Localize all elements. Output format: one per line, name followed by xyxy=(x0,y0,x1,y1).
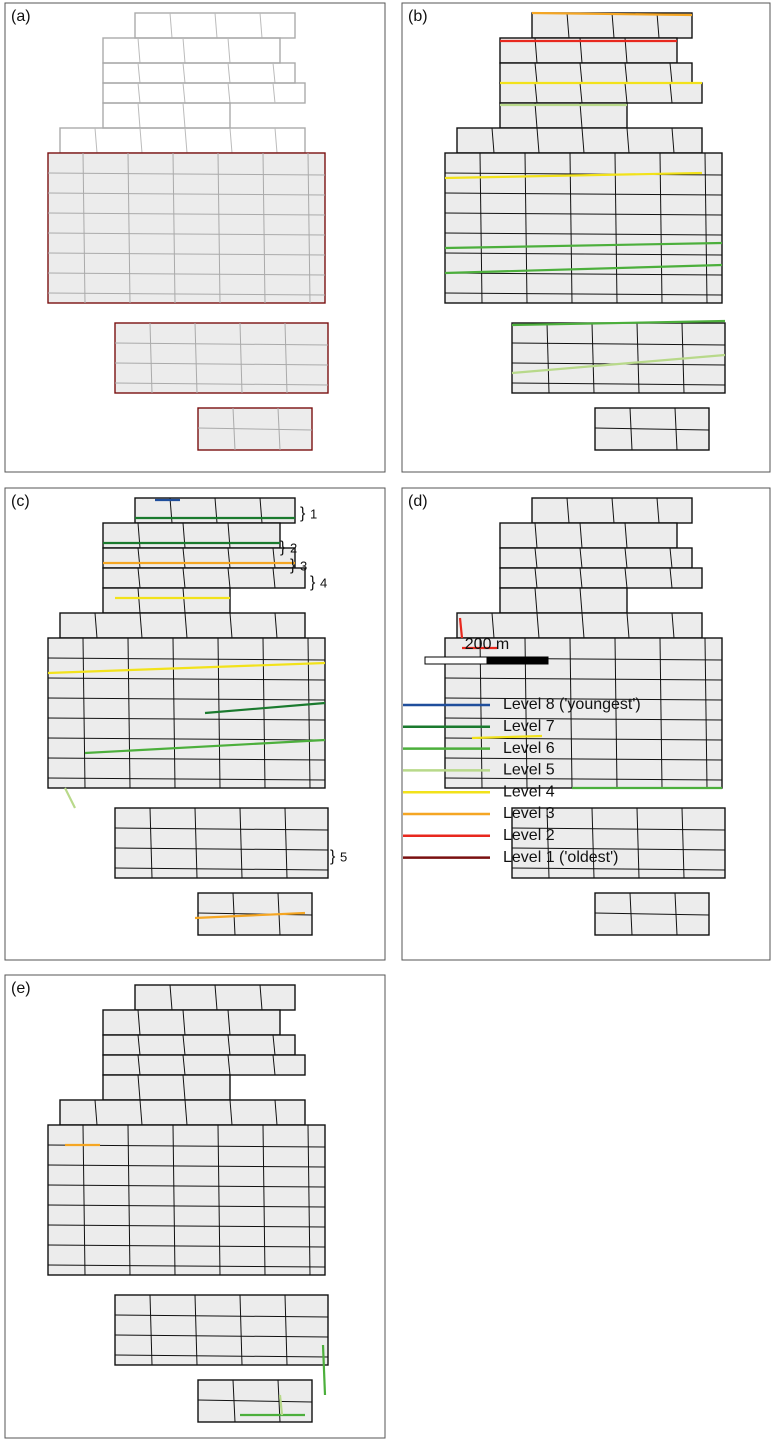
parcel-block xyxy=(103,1075,230,1100)
panel-label: (e) xyxy=(11,980,31,997)
figure: (a)(b)(c)(d)(e)}1}2}3}4}5200 mLevel 8 ('… xyxy=(0,0,772,1441)
brace: } xyxy=(310,574,316,591)
map xyxy=(48,498,328,935)
brace: } xyxy=(290,557,296,574)
field-boundary xyxy=(228,83,230,103)
parcel-block xyxy=(500,103,627,128)
parcel-block xyxy=(103,523,280,548)
annotation: 5 xyxy=(340,849,347,864)
level-line xyxy=(65,788,75,808)
map xyxy=(445,498,725,935)
map xyxy=(48,13,328,450)
brace: } xyxy=(330,848,336,865)
legend-label: Level 6 xyxy=(503,740,555,757)
panel-label: (c) xyxy=(11,493,30,510)
map xyxy=(48,985,328,1422)
field-boundary xyxy=(183,63,185,83)
parcel-block xyxy=(500,523,677,548)
legend-label: Level 8 ('youngest') xyxy=(503,696,641,713)
field-boundary xyxy=(228,63,230,83)
legend-label: Level 2 xyxy=(503,827,555,844)
parcel-block xyxy=(103,38,280,63)
legend-label: Level 1 ('oldest') xyxy=(503,849,619,866)
scale-bar-white xyxy=(425,657,487,664)
brace: } xyxy=(280,539,286,556)
panel-label: (b) xyxy=(408,8,428,25)
field-boundary xyxy=(185,128,187,153)
parcel-block xyxy=(115,323,328,393)
legend-label: Level 5 xyxy=(503,762,555,779)
legend-label: Level 3 xyxy=(503,805,555,822)
field-boundary xyxy=(275,128,277,153)
field-boundary xyxy=(138,63,140,83)
field-boundary xyxy=(183,38,185,63)
scale-label: 200 m xyxy=(465,636,509,653)
parcel-block xyxy=(500,548,692,568)
panel-label: (d) xyxy=(408,493,428,510)
field-boundary xyxy=(183,103,185,128)
parcel-block xyxy=(48,638,325,788)
field-boundary xyxy=(170,13,172,38)
scale-bar-black xyxy=(487,657,548,664)
parcel-block xyxy=(115,1295,328,1365)
field-boundary xyxy=(260,13,262,38)
field-boundary xyxy=(140,128,142,153)
field-boundary xyxy=(183,83,185,103)
legend-label: Level 7 xyxy=(503,718,555,735)
field-boundary xyxy=(273,83,275,103)
field-boundary xyxy=(138,83,140,103)
panel-label: (a) xyxy=(11,8,31,25)
annotation: 4 xyxy=(320,575,327,590)
parcel-block xyxy=(103,588,230,613)
legend-label: Level 4 xyxy=(503,783,555,800)
parcel-block xyxy=(103,63,295,83)
parcel-block xyxy=(103,548,295,568)
parcel-block xyxy=(48,1125,325,1275)
field-boundary xyxy=(273,63,275,83)
map xyxy=(445,13,725,450)
parcel-block xyxy=(115,808,328,878)
field-boundary xyxy=(138,103,140,128)
parcel-block xyxy=(103,1010,280,1035)
parcel-block xyxy=(103,103,230,128)
parcel-block xyxy=(500,63,692,83)
field-boundary xyxy=(138,38,140,63)
brace: } xyxy=(300,505,306,522)
field-boundary xyxy=(215,13,217,38)
parcel-block xyxy=(103,1035,295,1055)
annotation: 1 xyxy=(310,506,317,521)
field-boundary xyxy=(230,128,232,153)
parcel-block xyxy=(500,588,627,613)
parcel-block xyxy=(48,153,325,303)
annotation: 3 xyxy=(300,558,307,573)
page: {"panels": ["(a)", "(b)", "(c)", "(d)", … xyxy=(0,0,772,1441)
field-boundary xyxy=(95,128,97,153)
annotation: 2 xyxy=(290,540,297,555)
field-boundary xyxy=(228,38,230,63)
